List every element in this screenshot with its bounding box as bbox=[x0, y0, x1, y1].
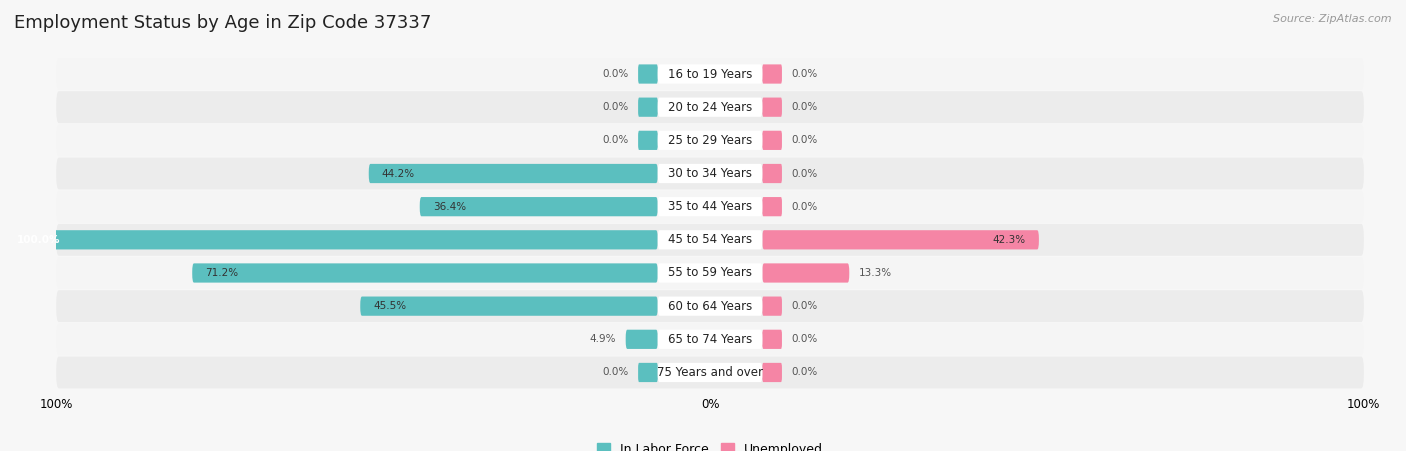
Text: 4.9%: 4.9% bbox=[589, 334, 616, 344]
Text: 55 to 59 Years: 55 to 59 Years bbox=[668, 267, 752, 280]
FancyBboxPatch shape bbox=[658, 131, 762, 150]
FancyBboxPatch shape bbox=[658, 330, 762, 349]
Text: 45 to 54 Years: 45 to 54 Years bbox=[668, 233, 752, 246]
FancyBboxPatch shape bbox=[56, 58, 1364, 90]
FancyBboxPatch shape bbox=[56, 124, 1364, 156]
FancyBboxPatch shape bbox=[658, 97, 762, 117]
FancyBboxPatch shape bbox=[56, 191, 1364, 223]
Text: 13.3%: 13.3% bbox=[859, 268, 893, 278]
Text: 44.2%: 44.2% bbox=[382, 169, 415, 179]
Text: Employment Status by Age in Zip Code 37337: Employment Status by Age in Zip Code 373… bbox=[14, 14, 432, 32]
FancyBboxPatch shape bbox=[56, 323, 1364, 355]
Text: 0.0%: 0.0% bbox=[792, 301, 818, 311]
FancyBboxPatch shape bbox=[638, 363, 658, 382]
Text: 75 Years and over: 75 Years and over bbox=[657, 366, 763, 379]
Text: 71.2%: 71.2% bbox=[205, 268, 239, 278]
FancyBboxPatch shape bbox=[56, 157, 1364, 189]
FancyBboxPatch shape bbox=[658, 230, 762, 249]
FancyBboxPatch shape bbox=[762, 131, 782, 150]
FancyBboxPatch shape bbox=[368, 164, 658, 183]
Text: 0.0%: 0.0% bbox=[792, 169, 818, 179]
FancyBboxPatch shape bbox=[658, 64, 762, 83]
Text: 0.0%: 0.0% bbox=[792, 135, 818, 145]
FancyBboxPatch shape bbox=[658, 263, 762, 283]
Text: 16 to 19 Years: 16 to 19 Years bbox=[668, 68, 752, 81]
FancyBboxPatch shape bbox=[420, 197, 658, 216]
FancyBboxPatch shape bbox=[762, 197, 782, 216]
Text: 0.0%: 0.0% bbox=[602, 102, 628, 112]
FancyBboxPatch shape bbox=[658, 164, 762, 183]
Text: 0.0%: 0.0% bbox=[602, 69, 628, 79]
Text: 0.0%: 0.0% bbox=[792, 202, 818, 212]
Text: 45.5%: 45.5% bbox=[374, 301, 406, 311]
Text: 0.0%: 0.0% bbox=[792, 69, 818, 79]
Text: Source: ZipAtlas.com: Source: ZipAtlas.com bbox=[1274, 14, 1392, 23]
Text: 0.0%: 0.0% bbox=[602, 368, 628, 377]
FancyBboxPatch shape bbox=[762, 64, 782, 83]
FancyBboxPatch shape bbox=[762, 363, 782, 382]
Text: 0.0%: 0.0% bbox=[792, 368, 818, 377]
FancyBboxPatch shape bbox=[626, 330, 658, 349]
Text: 30 to 34 Years: 30 to 34 Years bbox=[668, 167, 752, 180]
Text: 0.0%: 0.0% bbox=[792, 102, 818, 112]
FancyBboxPatch shape bbox=[658, 363, 762, 382]
FancyBboxPatch shape bbox=[762, 330, 782, 349]
Text: 100.0%: 100.0% bbox=[17, 235, 60, 245]
FancyBboxPatch shape bbox=[762, 97, 782, 117]
FancyBboxPatch shape bbox=[360, 297, 658, 316]
FancyBboxPatch shape bbox=[762, 263, 849, 283]
FancyBboxPatch shape bbox=[658, 297, 762, 316]
Text: 35 to 44 Years: 35 to 44 Years bbox=[668, 200, 752, 213]
FancyBboxPatch shape bbox=[56, 91, 1364, 123]
FancyBboxPatch shape bbox=[4, 230, 658, 249]
Text: 0.0%: 0.0% bbox=[602, 135, 628, 145]
Text: 25 to 29 Years: 25 to 29 Years bbox=[668, 134, 752, 147]
FancyBboxPatch shape bbox=[56, 357, 1364, 388]
FancyBboxPatch shape bbox=[658, 197, 762, 216]
Text: 65 to 74 Years: 65 to 74 Years bbox=[668, 333, 752, 346]
FancyBboxPatch shape bbox=[762, 297, 782, 316]
Legend: In Labor Force, Unemployed: In Labor Force, Unemployed bbox=[592, 437, 828, 451]
FancyBboxPatch shape bbox=[638, 97, 658, 117]
FancyBboxPatch shape bbox=[762, 230, 1039, 249]
FancyBboxPatch shape bbox=[762, 164, 782, 183]
Text: 20 to 24 Years: 20 to 24 Years bbox=[668, 101, 752, 114]
FancyBboxPatch shape bbox=[56, 224, 1364, 256]
Text: 60 to 64 Years: 60 to 64 Years bbox=[668, 299, 752, 313]
FancyBboxPatch shape bbox=[56, 257, 1364, 289]
FancyBboxPatch shape bbox=[638, 131, 658, 150]
Text: 0.0%: 0.0% bbox=[792, 334, 818, 344]
FancyBboxPatch shape bbox=[638, 64, 658, 83]
FancyBboxPatch shape bbox=[193, 263, 658, 283]
Text: 36.4%: 36.4% bbox=[433, 202, 465, 212]
Text: 42.3%: 42.3% bbox=[993, 235, 1026, 245]
FancyBboxPatch shape bbox=[56, 290, 1364, 322]
